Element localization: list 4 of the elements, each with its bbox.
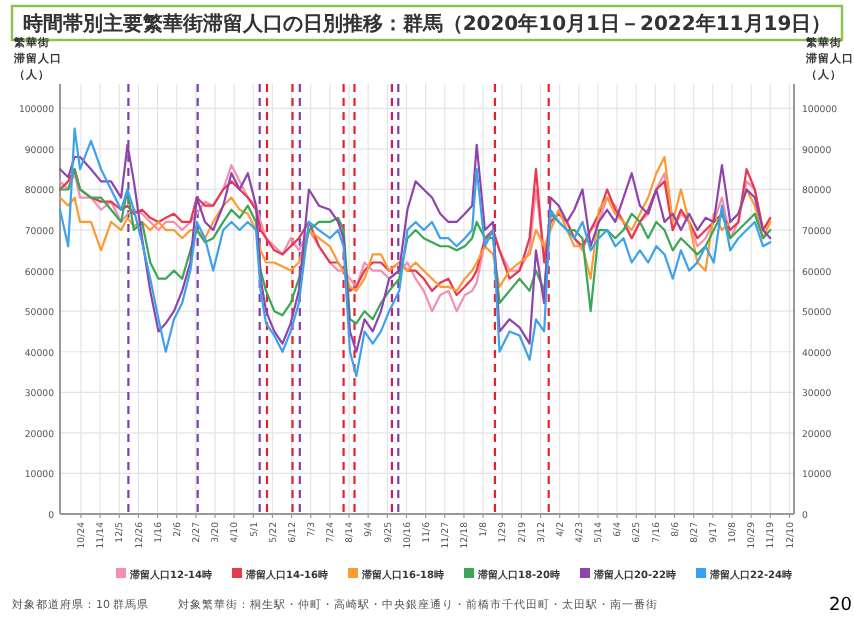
- line-series: [58, 143, 772, 353]
- text: 20: [829, 596, 853, 616]
- chart-title: 時間帯別主要繁華街滞留人口の日別推移：群馬（2020年10月1日－2022年11月19日）: [22, 12, 832, 36]
- line-series: [58, 127, 772, 378]
